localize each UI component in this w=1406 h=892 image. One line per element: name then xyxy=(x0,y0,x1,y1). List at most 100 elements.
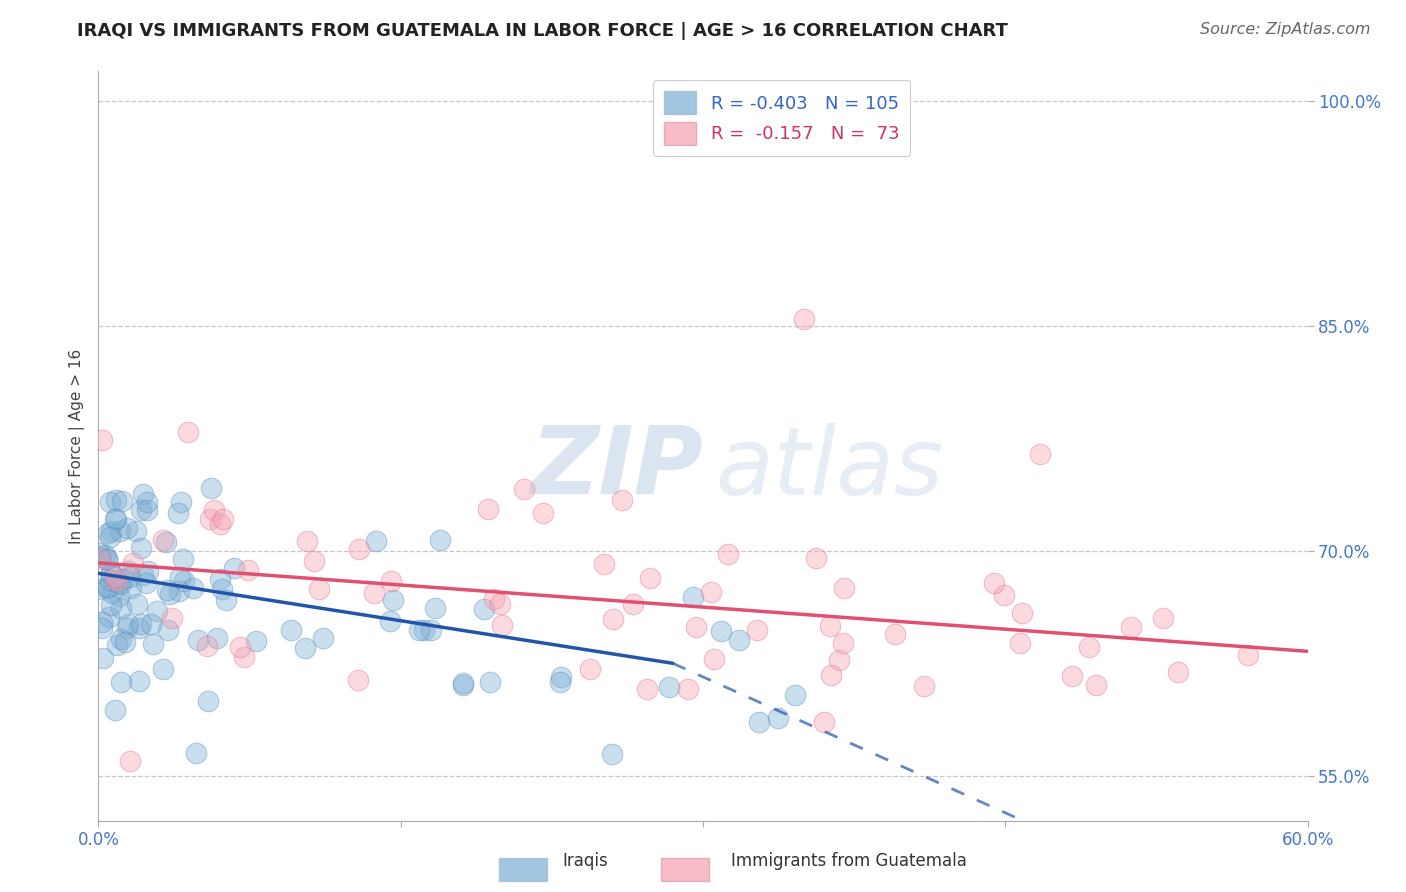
Point xyxy=(110,577,132,591)
Point xyxy=(238,563,260,577)
Text: Source: ZipAtlas.com: Source: ZipAtlas.com xyxy=(1201,22,1371,37)
Point xyxy=(104,569,127,583)
Point xyxy=(785,688,807,702)
Point xyxy=(169,570,191,584)
Point xyxy=(478,674,501,689)
Point xyxy=(700,585,723,599)
Point xyxy=(600,747,623,761)
Point xyxy=(717,547,740,561)
Point xyxy=(157,623,180,637)
Point xyxy=(129,541,152,556)
Point xyxy=(114,635,136,649)
Point xyxy=(155,535,177,549)
Point xyxy=(93,548,115,562)
Point xyxy=(1152,611,1174,625)
Point xyxy=(108,589,131,603)
Point xyxy=(453,676,475,690)
Point xyxy=(232,650,254,665)
Point xyxy=(676,682,699,697)
Point xyxy=(187,632,209,647)
Point xyxy=(172,552,194,566)
Text: Immigrants from Guatemala: Immigrants from Guatemala xyxy=(731,852,967,870)
Point xyxy=(96,552,118,566)
Point xyxy=(912,679,935,693)
Point xyxy=(107,575,129,590)
Point xyxy=(1011,606,1033,620)
Point xyxy=(105,511,128,525)
Point xyxy=(983,576,1005,591)
Point xyxy=(181,581,204,595)
Point xyxy=(1121,620,1143,634)
Point xyxy=(100,567,122,582)
Point xyxy=(198,512,221,526)
Point xyxy=(612,492,634,507)
Point xyxy=(745,623,768,637)
Point xyxy=(621,597,644,611)
Point xyxy=(132,487,155,501)
Point xyxy=(491,618,513,632)
Point xyxy=(828,653,851,667)
Legend: R = -0.403   N = 105, R =  -0.157   N =  73: R = -0.403 N = 105, R = -0.157 N = 73 xyxy=(652,80,910,156)
Point xyxy=(215,593,238,607)
Point xyxy=(308,582,330,596)
Point xyxy=(155,582,177,597)
Point xyxy=(117,621,139,635)
Point xyxy=(120,754,142,768)
Point xyxy=(685,620,707,634)
Point xyxy=(302,554,325,568)
Point xyxy=(832,635,855,649)
Point xyxy=(280,624,302,638)
Point xyxy=(90,621,112,635)
Point xyxy=(152,533,174,547)
Point xyxy=(512,482,534,496)
Point xyxy=(793,311,815,326)
Point xyxy=(152,662,174,676)
Point xyxy=(766,711,789,725)
Point xyxy=(139,617,162,632)
Point xyxy=(208,517,231,532)
Point xyxy=(100,599,122,613)
Point xyxy=(294,641,316,656)
Point xyxy=(111,493,134,508)
Point xyxy=(120,570,142,584)
Point xyxy=(820,668,842,682)
Point xyxy=(129,617,152,632)
Point xyxy=(91,434,114,448)
Point xyxy=(550,670,572,684)
Point xyxy=(105,574,128,588)
Point xyxy=(1237,648,1260,662)
Point xyxy=(159,587,181,601)
Point xyxy=(472,601,495,615)
Point xyxy=(408,624,430,638)
Point xyxy=(129,503,152,517)
Point xyxy=(96,551,118,566)
Text: IRAQI VS IMMIGRANTS FROM GUATEMALA IN LABOR FORCE | AGE > 16 CORRELATION CHART: IRAQI VS IMMIGRANTS FROM GUATEMALA IN LA… xyxy=(77,22,1008,40)
Point xyxy=(347,673,370,687)
Point xyxy=(100,524,122,538)
Point xyxy=(1060,669,1083,683)
Point xyxy=(120,581,142,595)
Point xyxy=(117,564,139,578)
Point xyxy=(1008,636,1031,650)
Point xyxy=(1028,447,1050,461)
Point xyxy=(363,586,385,600)
Point xyxy=(202,503,225,517)
Point xyxy=(245,634,267,648)
Point xyxy=(98,574,121,588)
Point xyxy=(682,591,704,605)
Point xyxy=(169,584,191,599)
Point xyxy=(884,627,907,641)
Point xyxy=(638,571,661,585)
Point xyxy=(136,494,159,508)
Point xyxy=(128,621,150,635)
Point xyxy=(89,582,111,596)
Point xyxy=(97,580,120,594)
Point xyxy=(813,715,835,730)
Point xyxy=(212,512,235,526)
Point xyxy=(312,631,335,645)
Point xyxy=(364,534,387,549)
Point xyxy=(207,632,229,646)
Point xyxy=(1167,665,1189,679)
Point xyxy=(804,550,827,565)
Point xyxy=(710,624,733,638)
